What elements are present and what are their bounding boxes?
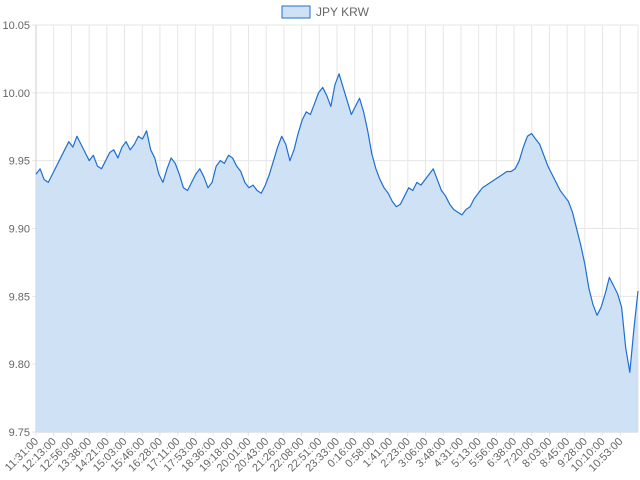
y-tick-label: 10.05 [2, 20, 30, 32]
legend[interactable]: JPY KRW [281, 5, 370, 19]
legend-label[interactable]: JPY KRW [316, 5, 370, 19]
legend-swatch[interactable] [281, 5, 311, 19]
y-tick-label: 9.75 [9, 427, 30, 439]
series-area [35, 73, 639, 432]
y-tick-label: 9.85 [9, 291, 30, 303]
series-line [35, 73, 639, 373]
series-fill [36, 73, 638, 432]
y-tick-label: 9.80 [9, 359, 30, 371]
y-tick-label: 9.90 [9, 224, 30, 236]
x-axis: 11:31:0012:13:0012:56:0013:38:0014:21:00… [3, 436, 625, 475]
y-tick-label: 9.95 [9, 156, 30, 168]
y-axis: 10.05 10.00 9.95 9.90 9.85 9.80 9.75 [2, 20, 30, 439]
y-tick-label: 10.00 [2, 88, 30, 100]
